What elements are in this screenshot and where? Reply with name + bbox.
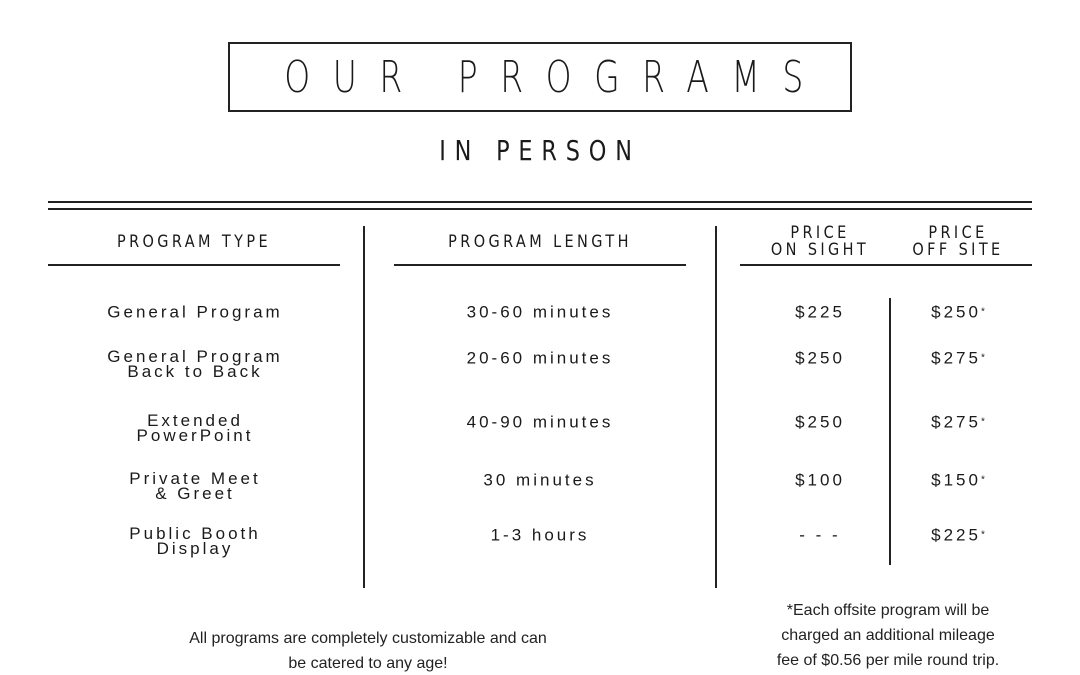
program-type-line: Private Meet bbox=[129, 469, 261, 488]
price-onsite: $225 bbox=[795, 302, 845, 322]
header-line: ON SIGHT bbox=[770, 240, 870, 260]
header-price-onsite: PRICE ON SIGHT bbox=[761, 225, 880, 259]
header-line: OFF SITE bbox=[912, 240, 1004, 260]
title-box: OUR PROGRAMS bbox=[228, 42, 852, 112]
footnote-mark: * bbox=[980, 352, 985, 364]
price-offsite: $275* bbox=[931, 414, 985, 431]
program-type: General Program bbox=[107, 304, 282, 321]
footnote-mark: * bbox=[980, 529, 985, 541]
price-divider bbox=[889, 298, 891, 565]
program-type-line: Public Booth bbox=[129, 524, 261, 543]
header-line: PRICE bbox=[790, 223, 850, 243]
price-value: $150 bbox=[931, 470, 981, 490]
footer-line: charged an additional mileage bbox=[781, 627, 995, 644]
program-type: Public Booth Display bbox=[129, 524, 261, 558]
price-onsite: - - - bbox=[799, 525, 841, 545]
program-type-line: Back to Back bbox=[127, 362, 263, 381]
column-divider bbox=[363, 226, 365, 588]
program-type-line: General Program bbox=[107, 302, 283, 322]
program-type-line: PowerPoint bbox=[136, 426, 254, 445]
price-offsite: $250* bbox=[931, 304, 985, 321]
price-onsite: $100 bbox=[795, 470, 845, 490]
program-type: Private Meet & Greet bbox=[129, 469, 261, 503]
divider bbox=[48, 201, 1032, 203]
price-offsite: $275* bbox=[931, 350, 985, 367]
program-type-line: & Greet bbox=[155, 484, 235, 503]
column-divider bbox=[715, 226, 717, 588]
mileage-note: *Each offsite program will be charged an… bbox=[738, 598, 1038, 673]
header-line: PRICE bbox=[928, 223, 988, 243]
header-price-offsite: PRICE OFF SITE bbox=[900, 225, 1016, 259]
header-underline bbox=[740, 264, 1032, 266]
page-title: OUR PROGRAMS bbox=[284, 51, 826, 103]
header-underline bbox=[394, 264, 686, 266]
footnote-mark: * bbox=[980, 416, 985, 428]
program-length: 20-60 minutes bbox=[466, 348, 614, 368]
price-offsite: $225* bbox=[931, 527, 985, 544]
program-type: General Program Back to Back bbox=[107, 347, 283, 381]
price-onsite: $250 bbox=[795, 412, 845, 432]
program-type-line: Display bbox=[156, 539, 234, 558]
program-type: Extended PowerPoint bbox=[136, 411, 254, 445]
program-type-line: Extended bbox=[147, 411, 243, 430]
program-length: 40-90 minutes bbox=[466, 412, 614, 432]
program-type-line: General Program bbox=[107, 347, 283, 366]
price-value: $275 bbox=[931, 412, 981, 432]
subtitle: IN PERSON bbox=[439, 134, 641, 167]
footer-note: All programs are completely customizable… bbox=[140, 626, 596, 675]
header-program-type: PROGRAM TYPE bbox=[116, 232, 272, 252]
program-length: 30 minutes bbox=[483, 470, 597, 490]
price-value: $275 bbox=[931, 348, 981, 368]
footer-line: *Each offsite program will be bbox=[786, 602, 990, 619]
price-onsite: $250 bbox=[795, 348, 845, 368]
header-underline bbox=[48, 264, 340, 266]
program-length: 30-60 minutes bbox=[466, 302, 614, 322]
header-program-length: PROGRAM LENGTH bbox=[448, 232, 632, 252]
program-length: 1-3 hours bbox=[490, 525, 590, 545]
footnote-mark: * bbox=[980, 474, 985, 486]
price-value: $250 bbox=[931, 302, 981, 322]
footer-line: All programs are completely customizable… bbox=[189, 630, 547, 647]
footer-line: fee of $0.56 per mile round trip. bbox=[776, 652, 1000, 669]
footer-line: be catered to any age! bbox=[288, 655, 448, 672]
price-value: $225 bbox=[931, 525, 981, 545]
price-offsite: $150* bbox=[931, 472, 985, 489]
divider bbox=[48, 208, 1032, 210]
footnote-mark: * bbox=[980, 306, 985, 318]
